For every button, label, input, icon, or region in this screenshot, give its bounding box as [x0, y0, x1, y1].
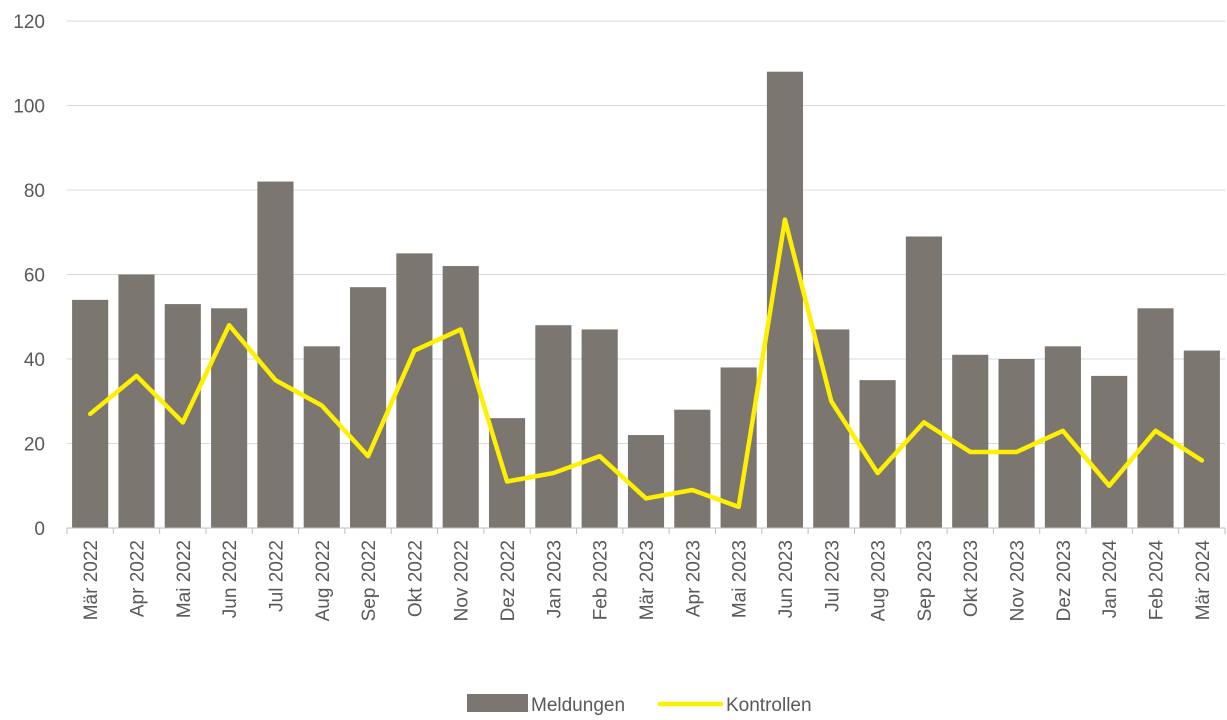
- bar-meldungen: [1137, 308, 1174, 528]
- bar-meldungen: [396, 253, 433, 528]
- x-tick-label: Jul 2022: [266, 540, 287, 612]
- bar-meldungen: [350, 287, 387, 528]
- x-tick-label: Jun 2022: [220, 540, 241, 618]
- x-tick-label: Feb 2023: [591, 540, 612, 620]
- x-axis: [66, 527, 1226, 534]
- bar-meldungen: [1091, 375, 1128, 528]
- x-tick-label: Mär 2024: [1193, 540, 1214, 621]
- y-tick-label: 20: [24, 435, 45, 456]
- x-tick-label: Mai 2023: [730, 540, 751, 618]
- legend-swatch-meldungen: [467, 694, 528, 712]
- bar-meldungen: [257, 181, 294, 529]
- x-tick-label: Nov 2023: [1008, 540, 1029, 621]
- bar-meldungen: [998, 359, 1035, 528]
- x-tick-label: Mär 2022: [81, 540, 102, 620]
- x-tick-label: Jan 2024: [1100, 540, 1121, 619]
- x-tick-label: Jun 2023: [776, 540, 797, 618]
- bar-meldungen: [442, 266, 479, 528]
- x-tick-label: Feb 2024: [1147, 540, 1168, 621]
- y-tick-label: 100: [13, 97, 45, 118]
- x-tick-label: Aug 2023: [869, 540, 890, 621]
- bar-meldungen: [164, 304, 201, 528]
- x-tick-label: Jul 2023: [822, 540, 843, 612]
- y-tick-label: 0: [34, 519, 45, 540]
- x-tick-label: Apr 2022: [127, 540, 148, 617]
- x-tick-label: Okt 2023: [961, 540, 982, 617]
- x-tick-label: Dez 2023: [1054, 540, 1075, 621]
- x-axis-tick-labels: Mär 2022 Apr 2022 Mai 2022 Jun 2022 Jul 2022…: [81, 540, 1214, 622]
- y-tick-label: 80: [24, 181, 45, 202]
- y-tick-label: 40: [24, 350, 45, 371]
- legend: Meldungen Kontrollen: [467, 694, 812, 716]
- y-tick-label: 120: [13, 12, 45, 33]
- y-tick-label: 60: [24, 266, 45, 287]
- x-tick-label: Mär 2023: [637, 540, 658, 620]
- bar-meldungen: [1183, 350, 1220, 528]
- x-tick-label: Sep 2022: [359, 540, 380, 621]
- bar-meldungen: [674, 409, 711, 528]
- bar-series-meldungen: [72, 71, 1220, 529]
- x-tick-label: Nov 2022: [452, 540, 473, 621]
- x-tick-label: Aug 2022: [313, 540, 334, 621]
- bar-meldungen: [303, 346, 340, 528]
- bar-meldungen: [118, 274, 155, 528]
- bar-meldungen: [581, 329, 618, 528]
- x-tick-label: Mai 2022: [174, 540, 195, 618]
- bar-meldungen: [952, 354, 989, 528]
- bar-meldungen: [905, 236, 942, 528]
- x-tick-label: Dez 2022: [498, 540, 519, 621]
- bar-meldungen: [627, 435, 665, 528]
- x-tick-label: Sep 2023: [915, 540, 936, 621]
- x-tick-label: Apr 2023: [683, 540, 704, 617]
- line-series-kontrollen: [87, 217, 1205, 510]
- y-axis-tick-labels: 0 20 40 60 80 100 120: [13, 12, 45, 540]
- legend-label-kontrollen: Kontrollen: [726, 695, 812, 716]
- legend-label-meldungen: Meldungen: [531, 695, 625, 716]
- x-tick-label: Jan 2023: [544, 540, 565, 618]
- x-tick-label: Okt 2022: [405, 540, 426, 617]
- bar-meldungen: [211, 308, 248, 528]
- bar-meldungen: [535, 325, 572, 528]
